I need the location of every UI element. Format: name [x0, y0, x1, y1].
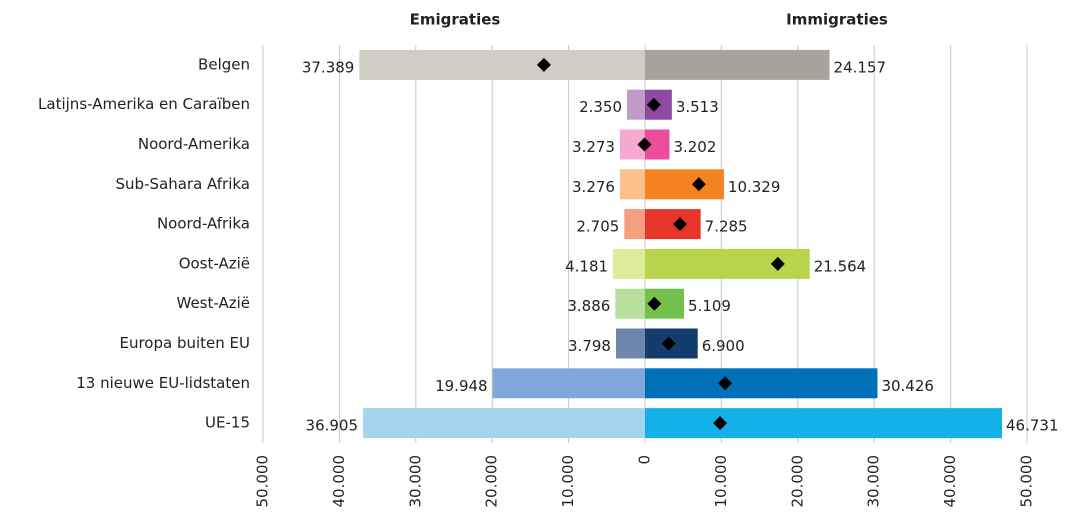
- bar: [615, 288, 645, 319]
- value-label: 3.202: [673, 138, 716, 156]
- bar: [613, 248, 645, 279]
- value-label: 2.350: [579, 98, 622, 116]
- bar: [359, 49, 645, 80]
- net-marker: [691, 177, 706, 192]
- bar: [363, 408, 645, 439]
- bar: [645, 169, 724, 200]
- category-label: Latijns-Amerika en Caraïben: [38, 95, 250, 113]
- x-tick-label: 10.000: [712, 455, 730, 508]
- value-label: 3.886: [567, 297, 610, 315]
- net-marker: [718, 376, 733, 391]
- value-label: 30.426: [881, 377, 934, 395]
- value-label: 3.273: [572, 138, 615, 156]
- bar: [615, 328, 645, 359]
- series-header: Emigraties: [410, 11, 501, 29]
- bar: [627, 89, 645, 120]
- net-marker: [713, 416, 728, 431]
- value-label: 10.329: [728, 178, 781, 196]
- category-label: Europa buiten EU: [119, 334, 250, 352]
- category-label: Belgen: [198, 55, 250, 73]
- x-tick-label: 50.000: [1018, 455, 1036, 508]
- bar: [645, 209, 701, 240]
- net-marker: [536, 57, 551, 72]
- category-label: Oost-Azië: [179, 254, 250, 272]
- category-label: 13 nieuwe EU-lidstaten: [76, 374, 250, 392]
- value-label: 3.513: [676, 98, 719, 116]
- category-label: UE-15: [205, 414, 250, 432]
- net-marker: [661, 336, 676, 351]
- net-marker: [672, 217, 687, 232]
- value-label: 3.276: [572, 178, 615, 196]
- x-tick-label: 10.000: [559, 455, 577, 508]
- bar: [645, 368, 878, 399]
- x-tick-label: 0: [636, 455, 654, 465]
- category-label: West-Azië: [177, 294, 251, 312]
- value-label: 6.900: [702, 337, 745, 355]
- net-marker: [770, 256, 785, 271]
- net-marker: [637, 137, 652, 152]
- x-tick-label: 50.000: [254, 455, 272, 508]
- bar: [645, 248, 810, 279]
- value-label: 24.157: [834, 58, 887, 76]
- value-label: 3.798: [568, 337, 611, 355]
- value-label: 37.389: [302, 58, 355, 76]
- category-label: Sub-Sahara Afrika: [116, 175, 250, 193]
- net-marker: [647, 296, 662, 311]
- x-tick-label: 20.000: [483, 455, 501, 508]
- x-tick-label: 30.000: [865, 455, 883, 508]
- bar: [619, 169, 645, 200]
- bar: [492, 368, 645, 399]
- value-label: 19.948: [435, 377, 488, 395]
- value-label: 36.905: [306, 417, 359, 435]
- value-label: 21.564: [814, 257, 867, 275]
- value-label: 2.705: [576, 218, 619, 236]
- series-header: Immigraties: [786, 11, 888, 29]
- net-marker: [646, 97, 661, 112]
- value-label: 4.181: [565, 257, 608, 275]
- x-tick-label: 30.000: [406, 455, 424, 508]
- category-label: Noord-Amerika: [138, 135, 250, 153]
- value-label: 7.285: [705, 218, 748, 236]
- value-label: 5.109: [688, 297, 731, 315]
- value-label: 46.731: [1006, 417, 1059, 435]
- bar: [645, 408, 1003, 439]
- category-label: Noord-Afrika: [157, 215, 250, 233]
- x-tick-label: 40.000: [941, 455, 959, 508]
- x-tick-label: 40.000: [330, 455, 348, 508]
- bar: [645, 49, 830, 80]
- x-tick-label: 20.000: [788, 455, 806, 508]
- bar: [624, 209, 645, 240]
